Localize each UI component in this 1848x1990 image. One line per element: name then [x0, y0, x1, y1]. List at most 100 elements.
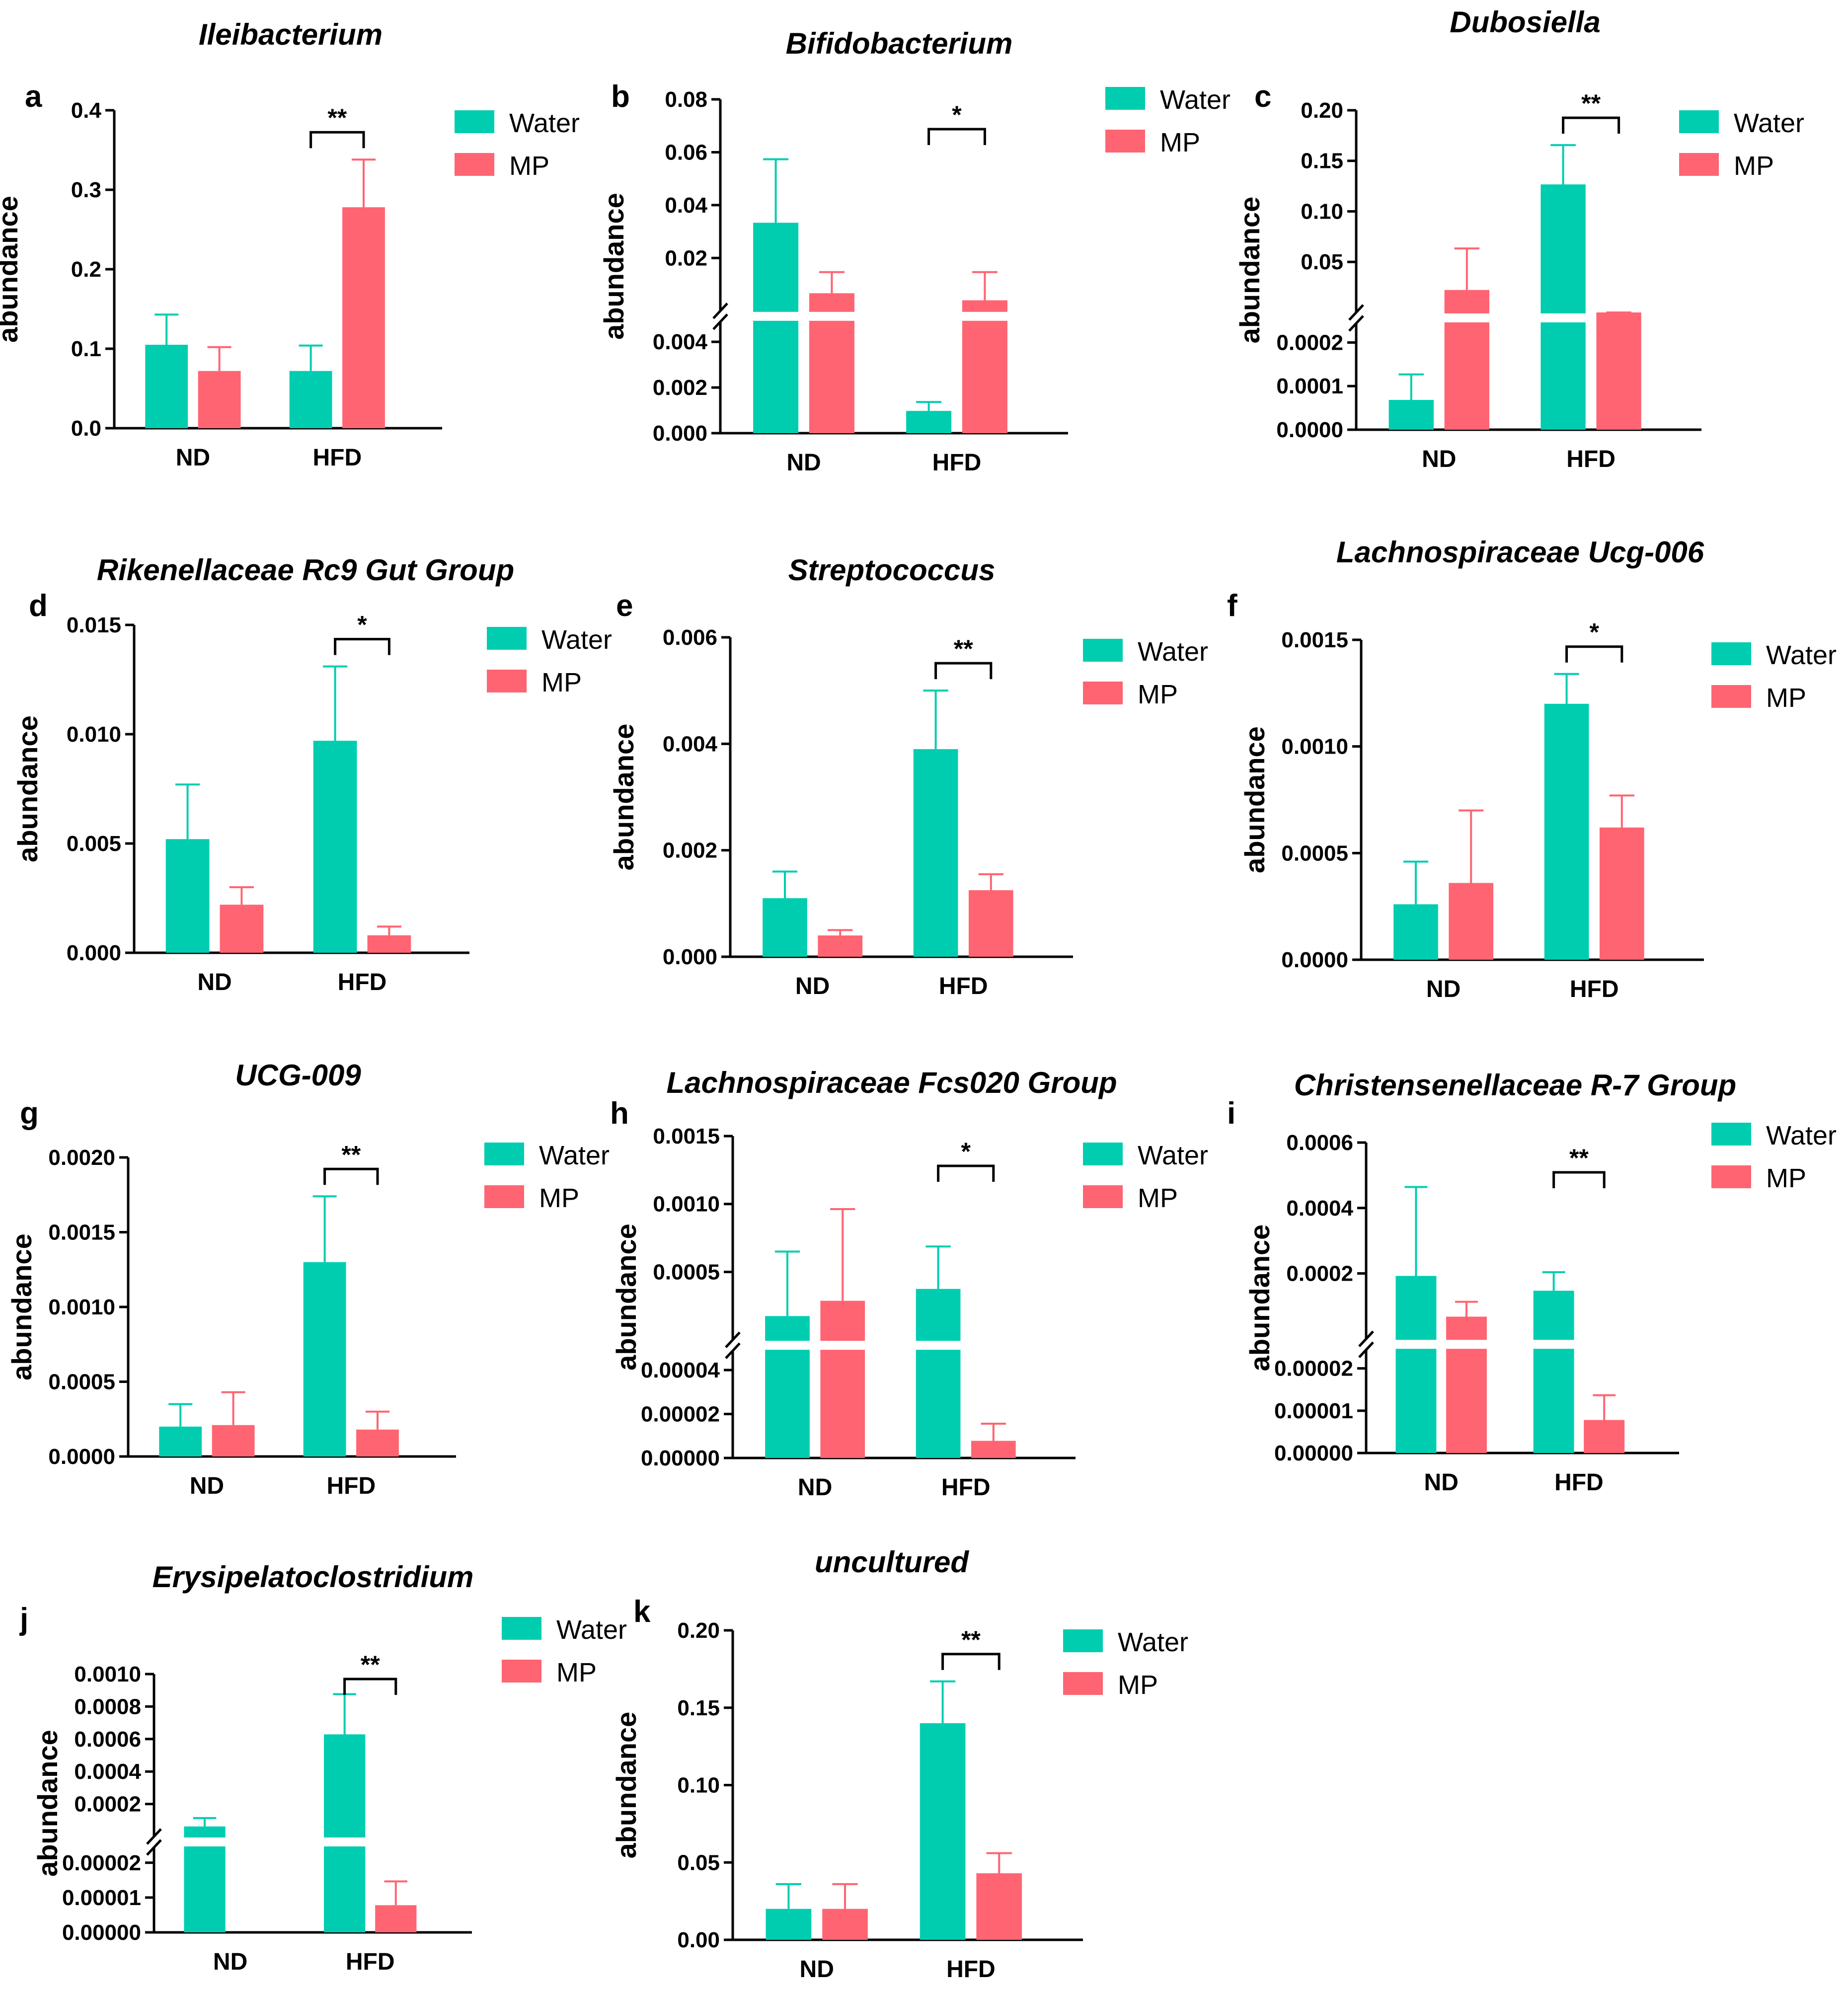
legend-swatch-mp [1679, 153, 1719, 176]
chart-panel-a: a Ileibacterium abundance 0.0 0.1 0.2 0.3 0.4 ND… [0, 18, 580, 471]
significance-bracket [309, 131, 365, 149]
panel-title: Erysipelatoclostridium [153, 1560, 474, 1594]
significance-bracket [334, 638, 390, 655]
y-tick-label: 0.0005 [48, 1370, 115, 1394]
panel-title: uncultured [815, 1545, 969, 1579]
x-tick-label: ND [786, 450, 821, 476]
bar-mp-nd [822, 1909, 868, 1940]
y-axis-label: abundance [598, 193, 629, 340]
panel-letter: j [19, 1602, 28, 1636]
bar-mp-hfd [1599, 827, 1644, 960]
y-axis-label: abundance [1239, 726, 1270, 873]
y-tick-label: 0.20 [1301, 98, 1343, 123]
y-tick-label: 0.006 [663, 625, 717, 650]
bar-break-gap [915, 1341, 962, 1350]
y-tick-label: 0.000 [653, 421, 707, 446]
y-tick-label: 0.0 [71, 416, 101, 441]
y-tick-label: 0.05 [677, 1850, 720, 1875]
bar-mp-nd [820, 1301, 865, 1458]
bar-water-hfd [906, 411, 952, 433]
significance-label: ** [961, 1626, 981, 1654]
bar-mp-hfd [342, 207, 385, 428]
x-tick-label: HFD [338, 969, 387, 995]
x-tick-label: HFD [312, 445, 362, 471]
x-tick-label: ND [1422, 446, 1456, 472]
bar-break-gap [752, 311, 800, 321]
chart-panel-j: j Erysipelatoclostridium abundance 0.00000 0… [19, 1560, 627, 1975]
significance-bracket [1552, 1171, 1606, 1188]
y-tick-label: 0.1 [71, 337, 101, 361]
bar-mp-nd [1446, 1316, 1487, 1453]
legend-swatch-mp [1083, 1185, 1123, 1208]
x-tick-label: ND [197, 969, 231, 995]
significance-label: * [357, 611, 367, 639]
x-tick-label: HFD [1570, 976, 1619, 1002]
bar-break-gap [1445, 1340, 1488, 1349]
bar-mp-nd [818, 935, 863, 957]
panel-letter: a [25, 79, 42, 114]
axis-break-mark [712, 303, 728, 319]
bar-break-gap [1532, 1340, 1575, 1349]
y-tick-label: 0.00002 [62, 1851, 141, 1875]
bar-water-nd [765, 1316, 810, 1458]
bar-break-gap [764, 1341, 811, 1350]
significance-label: * [961, 1138, 971, 1165]
y-tick-label: 0.0000 [1276, 418, 1343, 442]
bar-water-nd [159, 1426, 202, 1456]
legend-label-mp: MP [539, 1183, 579, 1213]
x-tick-label: ND [190, 1473, 224, 1499]
y-axis-label: abundance [608, 724, 639, 871]
bar-mp-hfd [1596, 312, 1641, 430]
x-tick-label: HFD [1566, 446, 1616, 472]
legend-label-water: Water [541, 625, 612, 655]
bar-water-hfd [913, 749, 958, 957]
bar-water-nd [165, 839, 210, 953]
y-tick-label: 0.0006 [1286, 1131, 1353, 1155]
significance-bracket [1565, 645, 1623, 663]
panel-title: Lachnospiraceae Ucg-006 [1336, 536, 1704, 569]
x-tick-label: ND [798, 1474, 832, 1501]
panel-letter: k [633, 1595, 651, 1629]
x-tick-label: ND [176, 445, 210, 471]
significance-label: ** [1569, 1144, 1589, 1172]
legend-swatch-water [502, 1617, 541, 1640]
chart-panel-k: k uncultured abundance 0.00 0.05 0.10 0.15 0.20… [611, 1545, 1188, 1983]
panel-letter: g [20, 1096, 39, 1131]
panel-letter: d [29, 589, 48, 623]
axis-break-mark [146, 1828, 162, 1845]
bar-mp-hfd [976, 1873, 1022, 1940]
y-tick-label: 0.08 [665, 87, 707, 112]
bar-mp-nd [220, 905, 264, 953]
x-tick-label: HFD [932, 450, 982, 476]
legend-swatch-water [455, 110, 494, 133]
axis-break-mark [725, 1342, 741, 1359]
legend-label-water: Water [539, 1141, 610, 1170]
significance-bracket [1562, 116, 1620, 134]
y-tick-label: 0.0015 [1281, 628, 1348, 652]
y-axis-label: abundance [0, 196, 23, 343]
y-tick-label: 0.0000 [1281, 948, 1348, 972]
bar-water-hfd [916, 1289, 961, 1458]
bar-break-gap [323, 1837, 367, 1846]
panel-title: UCG-009 [235, 1059, 361, 1092]
chart-panel-c: c Dubosiella abundance 0.0000 0.0001 0.0002 0.… [1234, 5, 1804, 472]
bar-mp-nd [1449, 883, 1494, 960]
y-tick-label: 0.0020 [48, 1146, 115, 1170]
y-tick-label: 0.00000 [1274, 1441, 1353, 1465]
y-tick-label: 0.0001 [1276, 374, 1343, 398]
bar-water-nd [1388, 400, 1434, 430]
axis-break-mark [1358, 1341, 1374, 1358]
y-tick-label: 0.0002 [74, 1792, 141, 1817]
bar-mp-nd [212, 1425, 255, 1456]
y-tick-label: 0.15 [677, 1696, 720, 1720]
legend-swatch-water [1083, 639, 1123, 662]
panel-title: Christensenellaceae R-7 Group [1294, 1069, 1736, 1102]
y-tick-label: 0.02 [665, 246, 707, 270]
bar-break-gap [1540, 313, 1587, 322]
legend-label-water: Water [556, 1615, 627, 1645]
y-tick-label: 0.00000 [641, 1446, 720, 1470]
y-tick-label: 0.0000 [48, 1445, 115, 1469]
x-tick-label: ND [800, 1956, 834, 1983]
significance-bracket [934, 662, 993, 680]
